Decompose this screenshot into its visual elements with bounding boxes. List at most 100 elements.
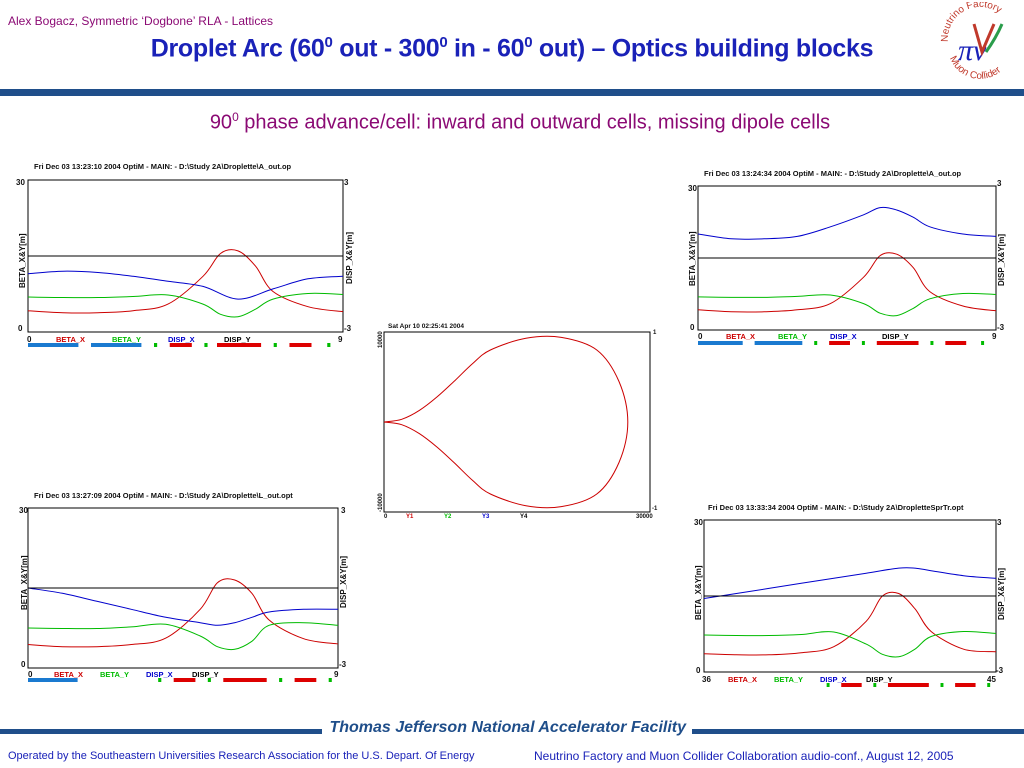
r-top-label: 3 — [344, 178, 349, 187]
slide-subtitle: 900 phase advance/cell: inward and outwa… — [0, 110, 1024, 135]
plot-canvas — [27, 179, 344, 347]
beamline-element — [154, 343, 158, 347]
series-line-disp-x — [27, 270, 344, 300]
beamline-element — [841, 683, 862, 687]
series-line-beta-x — [703, 591, 997, 656]
x-end-label: 9 — [992, 332, 997, 341]
y-bottom-label: 0 — [18, 324, 23, 333]
plot-optics-l-out: Fri Dec 03 13:27:09 2004 OptiM - MAIN: -… — [14, 490, 354, 690]
plot-header: Fri Dec 03 13:24:34 2004 OptiM - MAIN: -… — [704, 169, 962, 178]
beamline-element — [940, 683, 944, 687]
x-end-label: 9 — [334, 670, 339, 679]
r-top-label: 1 — [653, 330, 657, 336]
beamline-element — [876, 341, 919, 345]
beamline-element — [826, 683, 830, 687]
logo-nu-stroke — [972, 23, 996, 57]
title-part-4: out) – Optics building blocks — [532, 34, 874, 63]
x-start-label: 0 — [384, 514, 388, 520]
beamline-element — [207, 678, 211, 682]
beamline-element — [158, 678, 162, 682]
y-top-label: 30 — [694, 518, 703, 527]
series-line-beta-y — [703, 630, 997, 658]
plot-droplet-orbit: Sat Apr 10 02:25:41 2004 10000 -10000 1 … — [376, 322, 664, 522]
beamline-element — [887, 683, 929, 687]
series-line-beta-x — [27, 578, 339, 648]
legend-disp-y: DISP_Y — [192, 670, 219, 679]
beamline-element — [698, 341, 743, 345]
beamline-element — [945, 341, 967, 345]
title-part-1: Droplet Arc (60 — [150, 34, 325, 63]
beamline-element — [754, 341, 803, 345]
footer-right-text: Neutrino Factory and Muon Collider Colla… — [534, 749, 954, 763]
beamline-element — [204, 343, 208, 347]
plot-optics-a-out-2: Fri Dec 03 13:24:34 2004 OptiM - MAIN: -… — [684, 168, 1014, 358]
x-start-label: 0 — [698, 332, 703, 341]
x-start-label: 0 — [28, 670, 33, 679]
footer-bar-right — [692, 729, 1024, 734]
r-top-label: 3 — [997, 518, 1002, 527]
x-end-label: 30000 — [636, 514, 653, 520]
beamline-element — [861, 341, 865, 345]
footer-bar-left — [0, 729, 322, 734]
beamline-element — [930, 341, 934, 345]
plot-header: Sat Apr 10 02:25:41 2004 — [388, 323, 465, 330]
legend-y2: Y2 — [444, 514, 452, 520]
beamline-element — [328, 678, 332, 682]
x-start-label: 36 — [702, 675, 711, 684]
r-bottom-label: -3 — [997, 323, 1005, 332]
legend-y1: Y1 — [406, 514, 414, 520]
neutrino-factory-logo: Neutrino Factory Muon Collider πν — [940, 2, 1004, 82]
beamline-element — [873, 683, 877, 687]
r-bottom-label: -3 — [996, 666, 1004, 675]
series-line-disp-x — [27, 587, 339, 626]
beamline-element — [981, 341, 985, 345]
r-bottom-label: -3 — [344, 324, 352, 333]
plot-canvas — [383, 331, 651, 513]
subtitle-sup: 0 — [232, 110, 239, 124]
subtitle-part-1: 90 — [209, 111, 233, 134]
r-top-label: 3 — [341, 506, 346, 515]
legend-beta-x: BETA_X — [54, 670, 84, 679]
legend-disp-x: DISP_X — [830, 332, 857, 341]
beamline-element — [223, 678, 267, 682]
legend-disp-x: DISP_X — [146, 670, 173, 679]
series-line-beta-y — [27, 292, 344, 318]
legend-beta-x: BETA_X — [726, 332, 756, 341]
r-bottom-label: -3 — [339, 660, 347, 669]
y-bottom-label: 0 — [690, 323, 695, 332]
author-line: Alex Bogacz, Symmetric ‘Dogbone’ RLA - L… — [8, 14, 274, 28]
legend-beta-x: BETA_X — [728, 675, 758, 684]
y-top-label: 30 — [19, 506, 28, 515]
beamline-element — [294, 678, 317, 682]
footer-lab-name: Thomas Jefferson National Accelerator Fa… — [329, 719, 686, 736]
footer-left-text: Operated by the Southeastern Universitie… — [8, 750, 475, 762]
beamline-element — [91, 343, 142, 347]
y-top-label: 30 — [688, 184, 697, 193]
slide-title: Droplet Arc (600 out - 3000 in - 600 out… — [0, 34, 1024, 63]
x-end-label: 9 — [338, 335, 343, 344]
title-part-2: out - 300 — [332, 34, 440, 63]
title-sup-1: 0 — [324, 34, 333, 51]
beamline-element — [987, 683, 991, 687]
plot-optics-spreader: Fri Dec 03 13:33:34 2004 OptiM - MAIN: -… — [690, 502, 1015, 698]
plot-frame — [383, 331, 651, 513]
series-line-beta-x — [27, 249, 344, 314]
beamline-element — [173, 678, 196, 682]
series-line-beta-y — [697, 292, 997, 317]
r-bottom-label: -1 — [652, 506, 658, 512]
plot-header: Fri Dec 03 13:33:34 2004 OptiM - MAIN: -… — [708, 503, 964, 512]
beamline-element — [829, 341, 850, 345]
y-bottom-label: 0 — [696, 666, 701, 675]
title-sup-3: 0 — [524, 34, 533, 51]
r-top-label: 3 — [997, 179, 1002, 188]
title-sup-2: 0 — [439, 34, 448, 51]
legend-beta-y: BETA_Y — [778, 332, 808, 341]
legend-disp-x: DISP_X — [168, 335, 195, 344]
series-line-beta-x — [697, 252, 997, 313]
title-part-3: in - 60 — [447, 34, 525, 63]
legend-beta-y: BETA_Y — [100, 670, 130, 679]
x-start-label: 0 — [27, 335, 32, 344]
plot-optics-a-out: Fri Dec 03 13:23:10 2004 OptiM - MAIN: -… — [14, 160, 364, 360]
plot-canvas — [27, 507, 339, 682]
plot-canvas — [703, 519, 997, 687]
